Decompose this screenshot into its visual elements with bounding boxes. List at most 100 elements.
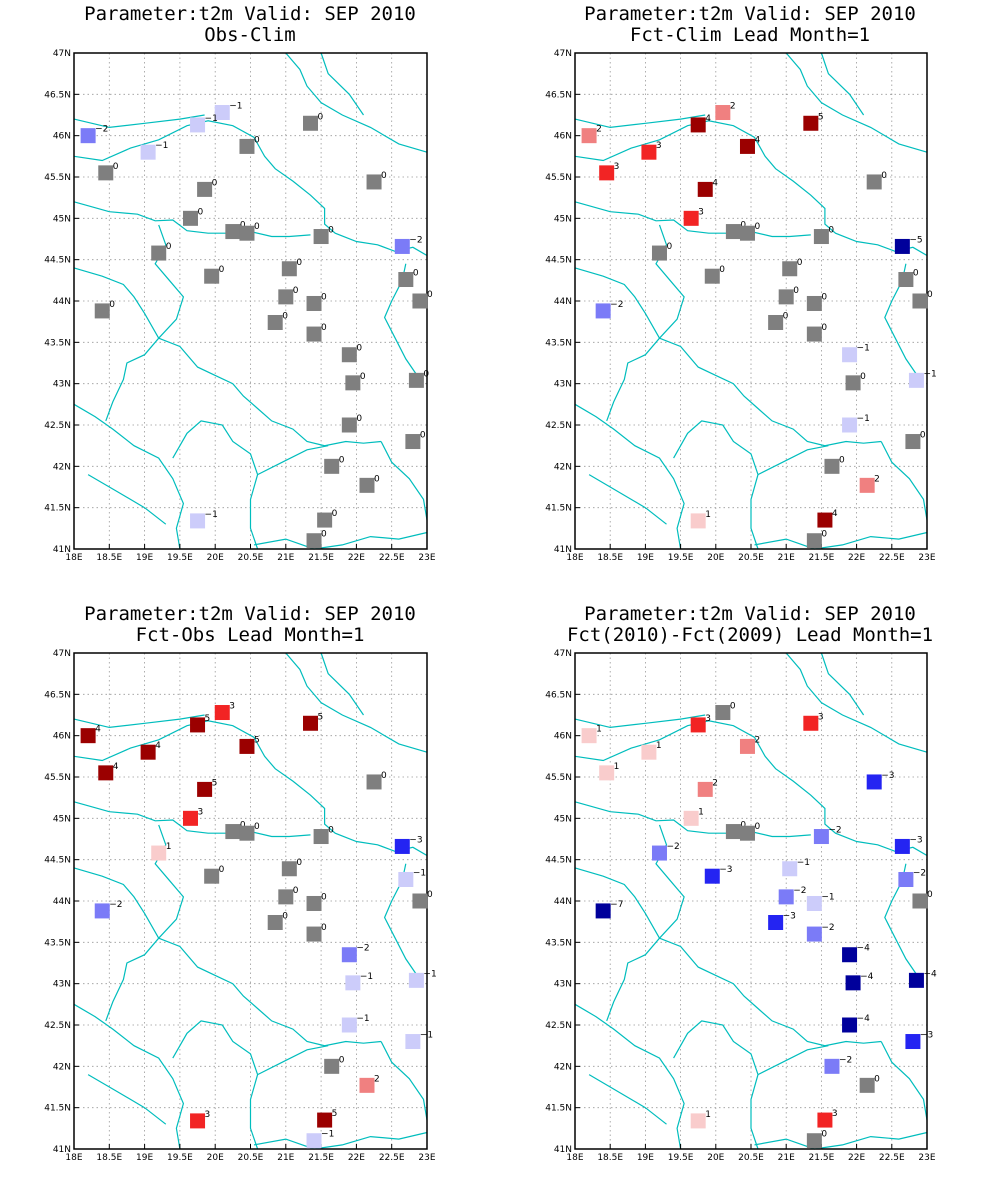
station-marker <box>845 975 861 991</box>
lon-tick-label: 19E <box>637 1153 654 1163</box>
boundary-line <box>757 1045 829 1076</box>
station-value-label: 0 <box>254 135 260 145</box>
station-value-label: −2 <box>839 1055 852 1065</box>
boundary-line <box>588 474 667 525</box>
station-marker <box>641 744 657 760</box>
lon-tick-label: 20E <box>207 1153 224 1163</box>
lon-tick-label: 18E <box>65 1153 82 1163</box>
boundary-line <box>320 652 364 716</box>
lat-tick-label: 43.5N <box>545 338 572 348</box>
station-value-label: 0 <box>109 300 115 310</box>
lat-tick-label: 42.5N <box>44 421 71 431</box>
station-marker <box>782 861 798 877</box>
station-marker <box>151 845 167 861</box>
station-marker <box>214 705 230 721</box>
station-marker <box>182 810 198 826</box>
station-marker <box>581 728 597 744</box>
lon-tick-label: 21.5E <box>308 1153 334 1163</box>
lon-tick-label: 22E <box>848 1153 865 1163</box>
lat-tick-label: 41.5N <box>44 504 71 514</box>
lon-tick-label: 21E <box>277 1153 294 1163</box>
station-marker <box>225 224 241 240</box>
station-marker <box>898 872 914 888</box>
lat-tick-label: 42N <box>554 1062 572 1072</box>
boundary-line <box>754 531 928 550</box>
lon-tick-label: 21.5E <box>809 1153 835 1163</box>
station-value-label: 0 <box>754 822 760 832</box>
station-value-label: −4 <box>860 972 874 982</box>
boundary-line <box>820 52 865 116</box>
lon-tick-label: 20.5E <box>738 553 764 563</box>
station-marker <box>813 829 829 845</box>
station-value-label: 1 <box>166 842 172 852</box>
station-value-label: 5 <box>205 714 211 724</box>
boundary-line <box>253 1131 428 1150</box>
boundary-line <box>73 720 428 857</box>
station-value-label: 4 <box>705 114 711 124</box>
station-marker <box>267 314 283 330</box>
station-value-label: 0 <box>339 1055 345 1065</box>
station-marker <box>697 781 713 797</box>
boundary-line <box>673 1020 759 1150</box>
station-value-label: 0 <box>318 112 324 122</box>
lon-tick-label: 20.5E <box>738 1153 764 1163</box>
lat-tick-label: 44.5N <box>44 856 71 866</box>
station-marker <box>345 375 361 391</box>
station-marker <box>80 128 96 144</box>
map-panel-2: 18E 18.5E 19E 19.5E 20E 20.5E 21E 21.5E 22E 22.5E… <box>44 649 436 1163</box>
station-marker <box>359 1077 375 1093</box>
lat-tick-label: 46.5N <box>545 690 572 700</box>
lon-tick-label: 19E <box>136 1153 153 1163</box>
station-value-label: 5 <box>254 735 260 745</box>
station-value-label: 2 <box>374 1074 380 1084</box>
boundary-line <box>574 403 685 550</box>
lat-tick-label: 46.5N <box>545 90 572 100</box>
lon-tick-label: 18.5E <box>597 553 623 563</box>
boundary-line <box>659 937 882 1047</box>
station-value-label: 3 <box>656 141 662 151</box>
station-marker <box>806 895 822 911</box>
boundary-line <box>285 652 428 753</box>
lat-tick-label: 41.5N <box>545 504 572 514</box>
station-marker <box>813 229 829 245</box>
boundary-line <box>757 445 829 476</box>
station-value-label: 0 <box>197 207 203 217</box>
lon-tick-label: 18.5E <box>96 1153 122 1163</box>
station-value-label: 0 <box>920 431 926 441</box>
boundary-line <box>880 441 928 521</box>
panel-title-obs-clim: Parameter:t2m Valid: SEP 2010 Obs-Clim <box>30 4 470 46</box>
station-marker <box>345 975 361 991</box>
station-value-label: 0 <box>282 311 288 321</box>
map-panel-0: 18E 18.5E 19E 19.5E 20E 20.5E 21E 21.5E 22E 22.5E… <box>44 49 436 563</box>
station-value-label: 4 <box>754 135 760 145</box>
lon-tick-label: 20.5E <box>238 553 264 563</box>
station-value-label: 1 <box>614 762 620 772</box>
station-value-label: 0 <box>427 290 433 300</box>
station-value-label: −1 <box>321 1130 334 1140</box>
station-marker <box>324 458 340 474</box>
lon-tick-label: 23E <box>418 1153 435 1163</box>
station-value-label: −2 <box>109 900 122 910</box>
lon-tick-label: 21.5E <box>809 553 835 563</box>
station-marker <box>778 289 794 305</box>
lat-tick-label: 44N <box>53 297 71 307</box>
lat-tick-label: 41.5N <box>545 1104 572 1114</box>
lon-tick-label: 21E <box>778 1153 795 1163</box>
station-marker <box>405 434 421 450</box>
boundary-line <box>574 867 661 939</box>
station-value-label: 0 <box>754 222 760 232</box>
station-value-label: 0 <box>927 890 933 900</box>
lat-tick-label: 45.5N <box>545 173 572 183</box>
boundaries <box>73 52 428 550</box>
station-marker <box>817 1112 833 1128</box>
boundary-line <box>87 474 167 525</box>
station-value-label: 5 <box>318 712 324 722</box>
boundary-line <box>285 52 428 153</box>
station-value-label: −5 <box>909 235 922 245</box>
lat-tick-label: 42N <box>554 462 572 472</box>
station-value-label: −2 <box>793 886 806 896</box>
station-value-label: 0 <box>839 455 845 465</box>
panel-title-fct2010-fct2009: Parameter:t2m Valid: SEP 2010 Fct(2010)-… <box>530 604 970 646</box>
station-value-label: 0 <box>821 292 827 302</box>
